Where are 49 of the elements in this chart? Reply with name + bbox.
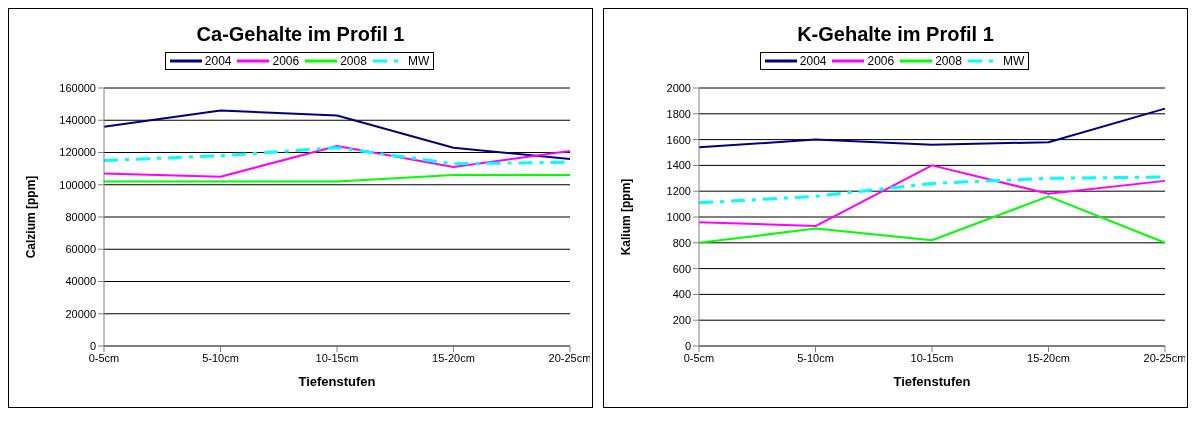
- x-tick-label: 5-10cm: [202, 351, 239, 364]
- y-tick-label: 80000: [65, 210, 96, 223]
- y-tick-label: 20000: [65, 307, 96, 320]
- line-series: [103, 145, 571, 178]
- y-axis-title: Kalium [ppm]: [619, 178, 634, 256]
- y-tick-label: 40000: [65, 275, 96, 288]
- legend-label: 2006: [272, 54, 300, 68]
- y-tick-label: 200: [672, 314, 691, 327]
- x-tick-label: 5-10cm: [797, 351, 834, 364]
- y-tick-label: 100000: [59, 178, 96, 191]
- line-series: [698, 195, 1166, 244]
- y-tick-label: 400: [672, 288, 691, 301]
- y-tick-label: 1800: [666, 107, 691, 120]
- legend-label: 2006: [867, 54, 895, 68]
- x-tick-label: 0-5cm: [683, 351, 715, 364]
- y-tick-label: 600: [672, 262, 691, 275]
- x-tick-label: 0-5cm: [88, 351, 120, 364]
- y-tick-label: 160000: [59, 81, 96, 94]
- x-tick-label: 15-20cm: [1027, 351, 1070, 364]
- y-axis-title: Calzium [ppm]: [24, 175, 39, 259]
- legend-label: 2004: [204, 54, 232, 68]
- y-tick-label: 120000: [59, 146, 96, 159]
- y-tick-label: 60000: [65, 243, 96, 256]
- y-tick-label: 2000: [666, 81, 691, 94]
- legend-label: MW: [1002, 54, 1025, 68]
- x-tick-label: 20-25cm: [1143, 351, 1187, 364]
- y-tick-label: 0: [89, 339, 96, 352]
- legend-label: 2004: [799, 54, 827, 68]
- chart-title: K-Gehalte im Profil 1: [796, 23, 995, 46]
- x-tick-label: 10-15cm: [315, 351, 359, 364]
- line-series: [103, 109, 571, 160]
- x-tick-label: 10-15cm: [910, 351, 954, 364]
- y-tick-label: 1200: [666, 185, 691, 198]
- x-tick-label: 20-25cm: [548, 351, 592, 364]
- legend-label: 2008: [340, 54, 367, 68]
- line-series: [698, 164, 1166, 228]
- line-series: [698, 107, 1166, 149]
- chart-title: Ca-Gehalte im Profil 1: [195, 23, 406, 46]
- legend-label: 2008: [935, 54, 962, 68]
- x-tick-label: 15-20cm: [432, 351, 475, 364]
- y-tick-label: 1600: [666, 133, 691, 146]
- legend-label: MW: [407, 54, 430, 68]
- y-tick-label: 0: [684, 339, 691, 352]
- y-tick-label: 1400: [666, 159, 691, 172]
- y-tick-label: 1000: [666, 210, 691, 223]
- y-tick-label: 140000: [59, 114, 96, 127]
- x-axis-title: Tiefenstufen: [298, 374, 376, 389]
- y-tick-label: 800: [672, 236, 691, 249]
- x-axis-title: Tiefenstufen: [893, 374, 971, 389]
